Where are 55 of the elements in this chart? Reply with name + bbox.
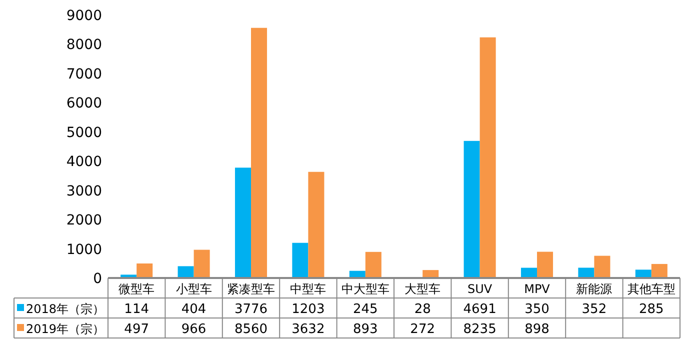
data-label: 966 bbox=[181, 322, 206, 337]
data-label: 8235 bbox=[463, 322, 496, 337]
bar bbox=[234, 168, 251, 278]
bar bbox=[251, 28, 268, 278]
bar bbox=[537, 252, 554, 278]
bar bbox=[308, 172, 324, 278]
legend-label: 2019年（宗） bbox=[26, 322, 105, 336]
data-label: 404 bbox=[181, 302, 206, 317]
data-label: 898 bbox=[524, 322, 550, 337]
bar bbox=[464, 140, 480, 278]
data-label: 893 bbox=[352, 322, 378, 337]
y-tick-label: 4000 bbox=[66, 154, 102, 170]
bar bbox=[136, 263, 153, 278]
data-label: 245 bbox=[352, 302, 378, 317]
y-tick-label: 7000 bbox=[66, 66, 102, 82]
x-tick-label: MPV bbox=[524, 282, 551, 296]
bar bbox=[480, 37, 496, 278]
data-label: 350 bbox=[524, 302, 550, 317]
bar bbox=[635, 270, 652, 278]
data-label: 114 bbox=[124, 302, 150, 317]
legend-label: 2018年（宗） bbox=[26, 302, 105, 316]
bar bbox=[578, 268, 594, 278]
x-tick-label: 新能源 bbox=[576, 282, 612, 296]
x-tick-label: 紧凑型车 bbox=[227, 282, 275, 296]
y-tick-label: 1000 bbox=[66, 242, 102, 258]
y-tick-label: 9000 bbox=[66, 8, 102, 24]
x-tick-label: SUV bbox=[467, 282, 493, 296]
bar bbox=[194, 250, 210, 278]
y-tick-label: 8000 bbox=[66, 37, 102, 54]
bar bbox=[292, 242, 308, 278]
y-tick-label: 5000 bbox=[66, 124, 102, 141]
bar bbox=[594, 256, 610, 278]
bar bbox=[651, 264, 668, 278]
x-tick-label: 微型车 bbox=[118, 282, 155, 296]
x-tick-label: 大型车 bbox=[404, 282, 441, 296]
data-label: 272 bbox=[410, 322, 436, 337]
data-label: 285 bbox=[638, 302, 664, 317]
y-tick-label: 3000 bbox=[66, 183, 102, 200]
data-label: 3776 bbox=[234, 302, 268, 317]
x-tick-label: 中型车 bbox=[290, 282, 326, 296]
data-label: 3632 bbox=[292, 322, 325, 337]
x-tick-label: 其他车型 bbox=[627, 282, 676, 296]
data-label: 497 bbox=[124, 322, 150, 337]
data-label: 8560 bbox=[234, 322, 268, 337]
y-tick-label: 6000 bbox=[66, 96, 102, 112]
data-label: 1203 bbox=[292, 302, 325, 317]
y-tick-label: 2000 bbox=[66, 212, 102, 229]
y-tick-label: 0 bbox=[93, 271, 102, 287]
data-label: 352 bbox=[582, 302, 607, 317]
x-tick-label: 小型车 bbox=[176, 282, 212, 296]
bar bbox=[365, 252, 382, 278]
data-label: 28 bbox=[414, 302, 431, 317]
bar bbox=[178, 266, 194, 278]
x-tick-label: 中大型车 bbox=[341, 282, 390, 296]
data-label: 4691 bbox=[463, 302, 496, 317]
